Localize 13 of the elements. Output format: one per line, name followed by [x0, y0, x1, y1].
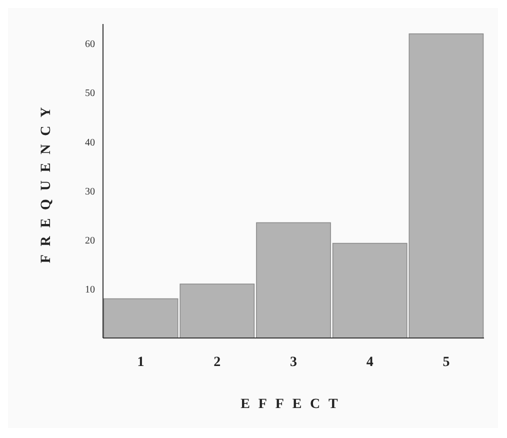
- y-tick-label: 40: [85, 137, 95, 148]
- y-tick-label: 30: [85, 186, 95, 198]
- x-tick-label: 5: [442, 355, 450, 370]
- y-tick-label: 10: [85, 284, 95, 296]
- x-tick-label: 2: [214, 355, 221, 370]
- x-axis-title: EFFECT: [240, 397, 346, 412]
- y-tick-label: 50: [85, 88, 95, 100]
- x-tick-label: 1: [137, 355, 144, 370]
- y-tick-label: 60: [85, 39, 95, 50]
- y-axis-title: FREQUENCY: [39, 98, 54, 264]
- x-tick-label: 4: [366, 355, 374, 370]
- y-tick-label: 20: [85, 235, 95, 246]
- x-tick-label: 3: [290, 355, 297, 370]
